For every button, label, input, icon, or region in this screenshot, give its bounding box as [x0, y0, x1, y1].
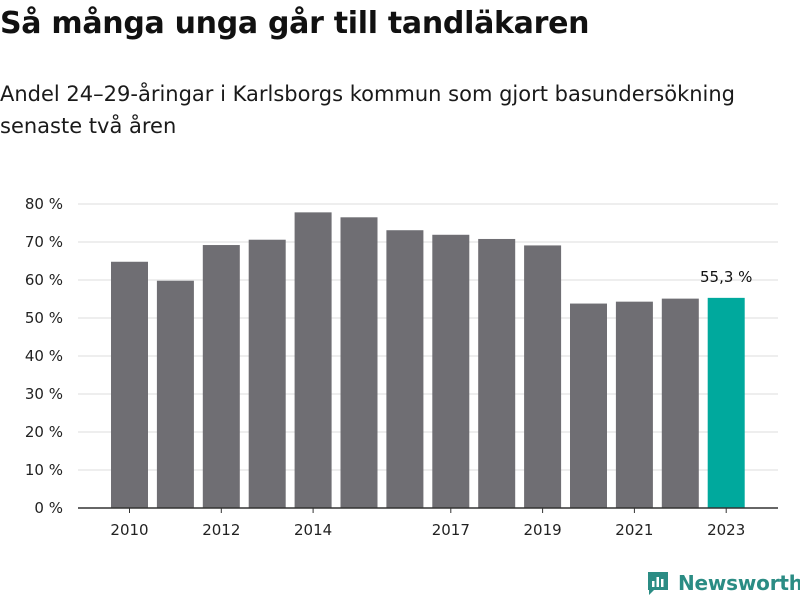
bar	[202, 245, 240, 509]
y-tick-label: 50 %	[25, 309, 63, 327]
x-tick-label: 2023	[707, 521, 745, 539]
y-tick-label: 80 %	[25, 195, 63, 213]
x-tick-label: 2021	[615, 521, 653, 539]
bar	[478, 238, 516, 508]
bar	[661, 298, 699, 508]
bar	[340, 217, 378, 509]
bar	[386, 230, 424, 508]
brand: Newsworthy	[646, 570, 800, 596]
bar	[524, 245, 562, 509]
x-tick-label: 2010	[110, 521, 148, 539]
bar	[156, 280, 194, 508]
x-tick-label: 2019	[524, 521, 562, 539]
y-tick-label: 30 %	[25, 385, 63, 403]
chart-title: Så många unga går till tandläkaren	[0, 6, 590, 41]
y-tick-label: 60 %	[25, 271, 63, 289]
bar	[294, 212, 332, 509]
y-tick-label: 40 %	[25, 347, 63, 365]
bar	[248, 239, 286, 508]
bar	[111, 261, 148, 508]
x-tick-label: 2017	[432, 521, 470, 539]
bar	[615, 301, 653, 508]
bar	[570, 303, 607, 508]
y-tick-label: 70 %	[25, 233, 63, 251]
y-tick-label: 20 %	[25, 423, 63, 441]
y-tick-label: 0 %	[34, 499, 63, 517]
x-tick-label: 2012	[202, 521, 240, 539]
data-label: 55,3 %	[700, 268, 752, 286]
chart-subtitle: Andel 24–29-åringar i Karlsborgs kommun …	[0, 82, 736, 138]
bar	[432, 234, 470, 508]
newsworthy-logo-icon	[648, 572, 668, 595]
x-tick-label: 2014	[294, 521, 332, 539]
bar-highlight	[707, 297, 745, 508]
y-tick-label: 10 %	[25, 461, 63, 479]
brand-name: Newsworthy	[678, 571, 800, 595]
